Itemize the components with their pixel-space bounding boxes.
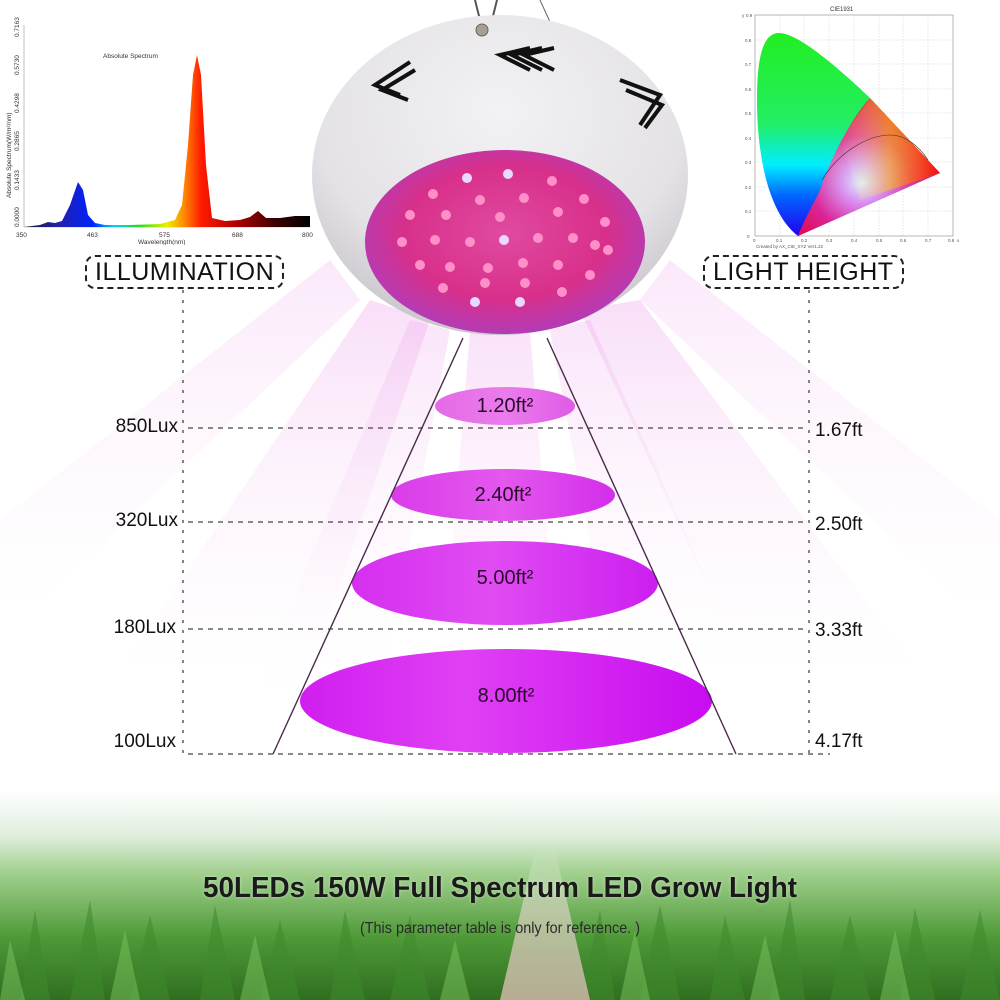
- svg-text:0.5: 0.5: [876, 238, 883, 243]
- coverage-area-4: [300, 649, 712, 753]
- svg-text:0.1: 0.1: [776, 238, 783, 243]
- area-label-1-container: 1.20ft²: [435, 395, 575, 419]
- svg-text:0.0000: 0.0000: [14, 207, 21, 227]
- svg-text:688: 688: [232, 232, 243, 239]
- svg-text:0.4298: 0.4298: [14, 93, 21, 113]
- cie-credit: Created by AX_CIE_XYZ Ver1.22: [756, 244, 824, 249]
- illumination-tag: ILLUMINATION: [85, 255, 285, 289]
- grass-field-background: [0, 790, 1000, 1000]
- svg-text:0: 0: [747, 234, 750, 239]
- svg-text:350: 350: [16, 232, 27, 239]
- light-height-tag: LIGHT HEIGHT: [703, 255, 904, 289]
- svg-text:0: 0: [753, 238, 756, 243]
- svg-text:0.2: 0.2: [801, 238, 808, 243]
- area-label-3-container: 5.00ft²: [352, 567, 658, 591]
- level-lines: [188, 427, 830, 755]
- svg-text:y: y: [742, 13, 745, 18]
- led-grow-lamp: [312, 0, 688, 335]
- svg-text:0.3: 0.3: [826, 238, 833, 243]
- svg-text:0.8: 0.8: [948, 238, 955, 243]
- svg-text:0.5: 0.5: [745, 111, 752, 116]
- coverage-area-2: [391, 469, 615, 521]
- height-label: 3.33ft: [815, 620, 863, 641]
- svg-text:0.2865: 0.2865: [14, 131, 21, 151]
- cone-right-line: [546, 337, 737, 755]
- svg-text:0.3: 0.3: [745, 160, 752, 165]
- svg-text:800: 800: [302, 232, 313, 239]
- absolute-spectrum-chart: Absolute Spectrum 0.0000 0.1433 0.2865 0…: [0, 15, 320, 246]
- spectrum-title: Absolute Spectrum: [103, 53, 158, 60]
- led-array: [397, 169, 613, 307]
- svg-text:0.1: 0.1: [745, 209, 752, 214]
- svg-text:0.6: 0.6: [900, 238, 907, 243]
- svg-text:Absolute Spectrum(W/m²/nm): Absolute Spectrum(W/m²/nm): [6, 112, 13, 198]
- svg-text:0.7163: 0.7163: [14, 17, 21, 37]
- area-label: 5.00ft²: [476, 567, 534, 589]
- cie-title: CIE1931: [830, 7, 854, 13]
- height-label: 4.17ft: [815, 731, 863, 752]
- svg-text:x: x: [957, 238, 960, 243]
- svg-text:0.8: 0.8: [745, 38, 752, 43]
- svg-text:0.7: 0.7: [925, 238, 932, 243]
- height-label: 2.50ft: [815, 514, 863, 535]
- svg-text:575: 575: [159, 232, 170, 239]
- svg-text:0.6: 0.6: [745, 87, 752, 92]
- coverage-area-1: [435, 387, 575, 425]
- lux-label: 100Lux: [113, 731, 176, 752]
- cie1931-chart: CIE1931 0 0.1 0.2 0.3 0.4 0.5 0.6 0.7 0.…: [740, 0, 1000, 250]
- lux-label: 320Lux: [115, 510, 178, 531]
- area-label: 8.00ft²: [477, 685, 535, 707]
- product-headline: 50LEDs 150W Full Spectrum LED Grow Light: [202, 872, 798, 904]
- lux-label: 850Lux: [115, 416, 178, 437]
- coverage-area-3: [352, 541, 658, 625]
- lux-label: 180Lux: [113, 617, 176, 638]
- area-label-2-container: 2.40ft²: [391, 484, 615, 508]
- reference-disclaimer: (This parameter table is only for refere…: [359, 920, 641, 937]
- vent-chevrons-icon: [370, 46, 666, 130]
- svg-text:0.1433: 0.1433: [14, 170, 21, 190]
- area-label: 2.40ft²: [474, 484, 532, 506]
- height-label: 1.67ft: [815, 420, 863, 441]
- svg-text:0.2: 0.2: [745, 185, 752, 190]
- svg-text:0.4: 0.4: [851, 238, 858, 243]
- svg-text:Wavelength(nm): Wavelength(nm): [138, 239, 185, 245]
- svg-text:0.7: 0.7: [745, 62, 752, 67]
- svg-text:463: 463: [87, 232, 98, 239]
- svg-text:0.9: 0.9: [746, 13, 753, 18]
- svg-text:0.4: 0.4: [745, 136, 752, 141]
- hanger-screw-icon: [475, 23, 489, 37]
- area-label-4-container: 8.00ft²: [300, 685, 712, 709]
- cone-left-line: [272, 337, 464, 755]
- area-label: 1.20ft²: [476, 395, 534, 417]
- svg-text:0.5730: 0.5730: [14, 55, 21, 75]
